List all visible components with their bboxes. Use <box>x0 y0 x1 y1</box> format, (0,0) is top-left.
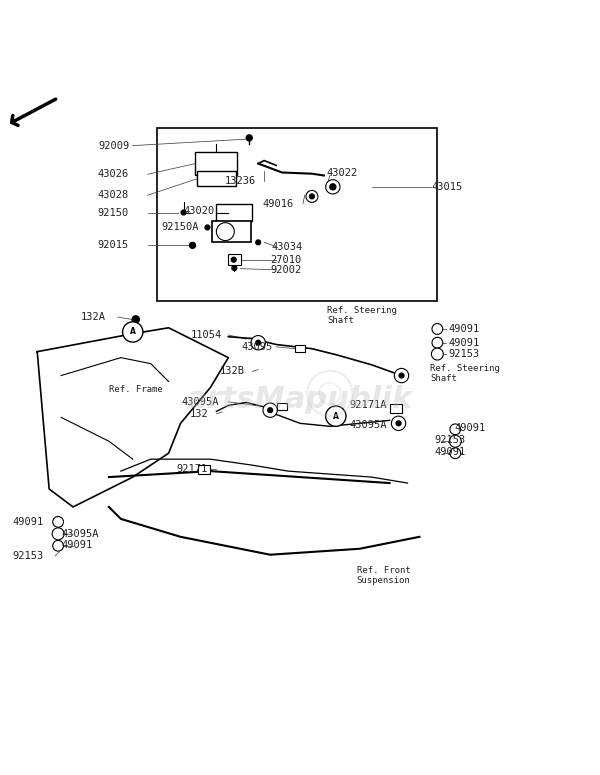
Circle shape <box>132 316 139 323</box>
Circle shape <box>394 368 409 383</box>
Circle shape <box>432 324 443 334</box>
Circle shape <box>205 225 210 230</box>
Circle shape <box>391 416 406 430</box>
Text: 27010: 27010 <box>270 255 301 265</box>
Text: Ref. Steering
Shaft: Ref. Steering Shaft <box>327 305 397 325</box>
Circle shape <box>326 180 340 194</box>
Bar <box>196 152 237 175</box>
Bar <box>199 464 211 474</box>
Circle shape <box>251 336 265 350</box>
Text: 92150A: 92150A <box>161 222 199 232</box>
Circle shape <box>256 340 260 345</box>
Text: artsMapublik: artsMapublik <box>187 385 413 414</box>
Bar <box>157 128 437 301</box>
Circle shape <box>268 408 272 412</box>
Text: 49091: 49091 <box>448 338 479 348</box>
Bar <box>197 171 236 186</box>
Circle shape <box>217 222 235 240</box>
Bar <box>389 404 401 413</box>
Text: 92153: 92153 <box>12 551 43 561</box>
Text: 49091: 49091 <box>454 423 485 433</box>
Circle shape <box>330 184 336 190</box>
Circle shape <box>432 337 443 348</box>
Text: 49091: 49091 <box>61 540 92 550</box>
Text: 43015: 43015 <box>431 182 463 192</box>
Circle shape <box>232 257 236 262</box>
Text: 92015: 92015 <box>97 240 128 250</box>
Bar <box>277 403 287 410</box>
Text: 43095: 43095 <box>242 342 273 352</box>
Circle shape <box>53 540 64 551</box>
Circle shape <box>399 374 404 378</box>
Circle shape <box>449 436 461 447</box>
Text: 43022: 43022 <box>327 167 358 177</box>
Circle shape <box>450 424 461 435</box>
Text: 49091: 49091 <box>434 447 466 457</box>
Circle shape <box>450 448 461 459</box>
Circle shape <box>232 266 236 270</box>
Circle shape <box>122 322 143 342</box>
Circle shape <box>181 210 186 215</box>
Circle shape <box>256 240 260 245</box>
Circle shape <box>310 194 314 198</box>
Text: 49091: 49091 <box>12 517 43 527</box>
Circle shape <box>263 403 277 418</box>
Text: Ref. Frame: Ref. Frame <box>109 385 163 394</box>
Text: 92009: 92009 <box>98 140 130 150</box>
Circle shape <box>53 516 64 527</box>
Bar <box>295 345 305 353</box>
Text: A: A <box>333 412 339 421</box>
Bar <box>217 204 252 221</box>
Circle shape <box>246 135 252 141</box>
Circle shape <box>326 406 346 426</box>
Text: 43034: 43034 <box>271 242 302 252</box>
Text: 132A: 132A <box>81 312 106 322</box>
Bar <box>228 254 241 265</box>
Text: 49091: 49091 <box>448 324 479 334</box>
Text: 11054: 11054 <box>191 330 223 340</box>
Text: 132: 132 <box>190 408 209 418</box>
Text: 43095A: 43095A <box>349 419 386 429</box>
Text: 13236: 13236 <box>225 177 256 187</box>
Circle shape <box>52 528 64 540</box>
Text: 43095A: 43095A <box>61 529 98 539</box>
Text: 43026: 43026 <box>97 169 128 179</box>
Circle shape <box>306 191 318 202</box>
Text: Ref. Steering
Shaft: Ref. Steering Shaft <box>430 364 500 384</box>
Text: 92171: 92171 <box>176 464 208 474</box>
Text: 92171A: 92171A <box>349 401 386 411</box>
Text: Ref. Front
Suspension: Ref. Front Suspension <box>357 566 410 585</box>
Circle shape <box>431 348 443 360</box>
Bar <box>212 221 251 242</box>
Text: 43020: 43020 <box>184 206 215 216</box>
Circle shape <box>396 421 401 425</box>
Text: A: A <box>130 328 136 336</box>
Text: 43095A: 43095A <box>182 397 220 407</box>
Text: 43028: 43028 <box>97 190 128 200</box>
Text: 132B: 132B <box>220 367 245 377</box>
Text: 49016: 49016 <box>263 198 294 208</box>
Text: 92150: 92150 <box>97 208 128 218</box>
Text: 92002: 92002 <box>270 265 301 275</box>
Text: 92153: 92153 <box>448 349 479 359</box>
Circle shape <box>190 243 196 248</box>
Text: 92153: 92153 <box>434 435 466 445</box>
